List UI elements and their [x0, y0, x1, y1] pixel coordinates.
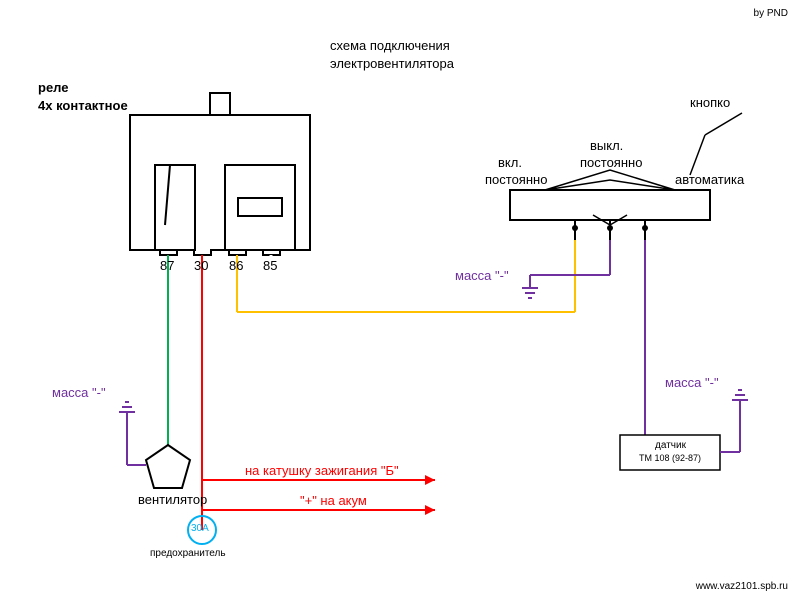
wiring-diagram	[0, 0, 800, 600]
callout-line-2	[690, 135, 705, 175]
pin-30: 30	[194, 258, 208, 273]
switch-auto-1: кнопко	[690, 95, 730, 110]
ground-fan-label: масса "-"	[52, 385, 106, 400]
fuse-value: 30A	[191, 523, 209, 534]
battery-text: "+" на акум	[300, 493, 367, 508]
switch-ground	[522, 240, 610, 298]
fan-ground	[119, 402, 146, 465]
relay-label-1: реле	[38, 80, 69, 95]
pin-85: 85	[263, 258, 277, 273]
switch-off-1: выкл.	[590, 138, 623, 153]
ignition-text: на катушку зажигания "Б"	[245, 463, 399, 478]
switch-auto-2: автоматика	[675, 172, 744, 187]
relay-symbol	[130, 93, 310, 255]
ground-switch-label: масса "-"	[455, 268, 509, 283]
sensor-line2: TM 108 (92-87)	[625, 453, 715, 463]
credit-label: by PND	[754, 8, 788, 19]
title-line1: схема подключения	[330, 38, 450, 53]
relay-label-2: 4х контактное	[38, 98, 128, 113]
url-label: www.vaz2101.spb.ru	[696, 581, 788, 592]
switch-off-2: постоянно	[580, 155, 642, 170]
sensor-ground	[720, 390, 748, 452]
ground-sensor-label: масса "-"	[665, 375, 719, 390]
callout-line	[705, 113, 742, 135]
fuse-text: предохранитель	[150, 548, 226, 559]
fan-symbol	[146, 445, 190, 488]
pin-87: 87	[160, 258, 174, 273]
switch-on-2: постоянно	[485, 172, 547, 187]
pin-86: 86	[229, 258, 243, 273]
sensor-line1: датчик	[648, 440, 693, 451]
title-line2: электровентилятора	[330, 56, 454, 71]
fan-text: вентилятор	[138, 492, 207, 507]
switch-on-1: вкл.	[498, 155, 522, 170]
